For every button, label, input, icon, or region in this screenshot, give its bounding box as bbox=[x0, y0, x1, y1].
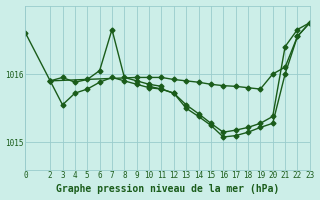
X-axis label: Graphe pression niveau de la mer (hPa): Graphe pression niveau de la mer (hPa) bbox=[56, 184, 279, 194]
